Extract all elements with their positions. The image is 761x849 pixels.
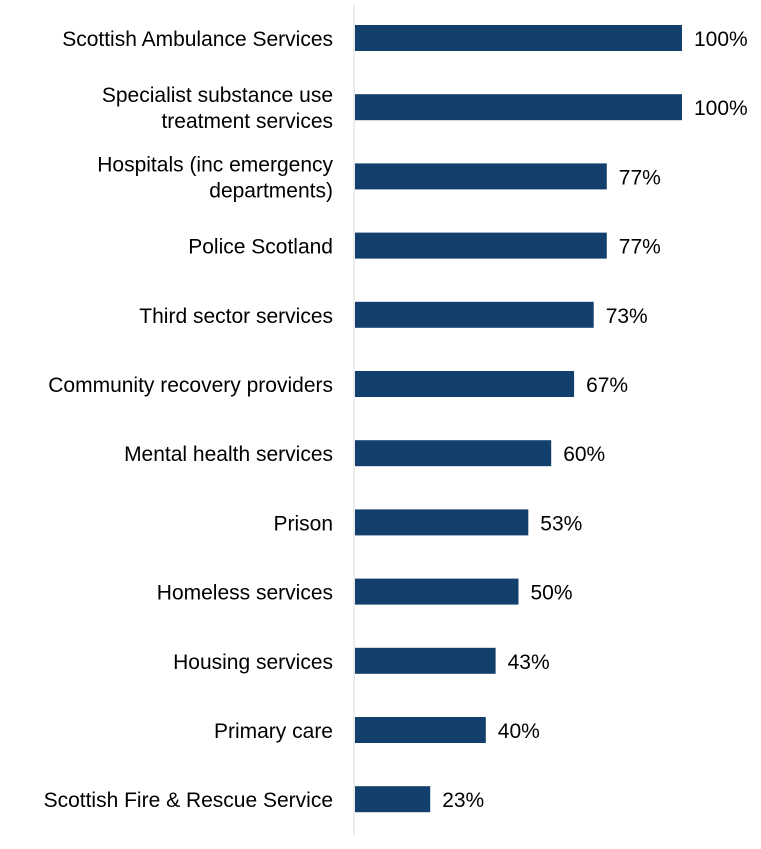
value-label: 100%: [694, 28, 748, 51]
value-label: 77%: [619, 236, 661, 259]
category-label: Police Scotland: [188, 236, 333, 259]
bar: [355, 717, 486, 743]
category-label: treatment services: [161, 110, 333, 133]
category-label: Housing services: [173, 651, 333, 674]
category-label: Hospitals (inc emergency: [97, 153, 333, 176]
category-label: Mental health services: [124, 443, 333, 466]
bar: [355, 163, 607, 190]
bar: [355, 647, 496, 674]
bar: [355, 25, 682, 51]
bar: [355, 578, 519, 605]
value-label: 53%: [540, 512, 582, 535]
category-label: Scottish Fire & Rescue Service: [44, 789, 333, 812]
category-label: Specialist substance use: [102, 84, 333, 107]
category-label: Primary care: [214, 720, 333, 743]
value-label: 50%: [531, 582, 573, 605]
category-label: Prison: [273, 512, 333, 535]
value-label: 100%: [694, 97, 748, 120]
category-label: Community recovery providers: [48, 374, 333, 397]
value-label: 40%: [498, 720, 540, 743]
category-label: departments): [209, 179, 333, 202]
value-label: 43%: [508, 651, 550, 674]
value-label: 67%: [586, 374, 628, 397]
bar: [355, 440, 552, 467]
value-label: 73%: [606, 305, 648, 328]
value-label: 77%: [619, 166, 661, 189]
bar: [355, 509, 529, 536]
category-label: Third sector services: [139, 305, 333, 328]
value-label: 23%: [442, 789, 484, 812]
bar: [355, 94, 682, 121]
bar: [355, 301, 594, 328]
value-label: 60%: [563, 443, 605, 466]
category-label: Homeless services: [157, 582, 333, 605]
category-label: Scottish Ambulance Services: [62, 28, 333, 51]
bar: [355, 371, 575, 397]
bar: [355, 786, 431, 813]
bar: [355, 232, 607, 259]
